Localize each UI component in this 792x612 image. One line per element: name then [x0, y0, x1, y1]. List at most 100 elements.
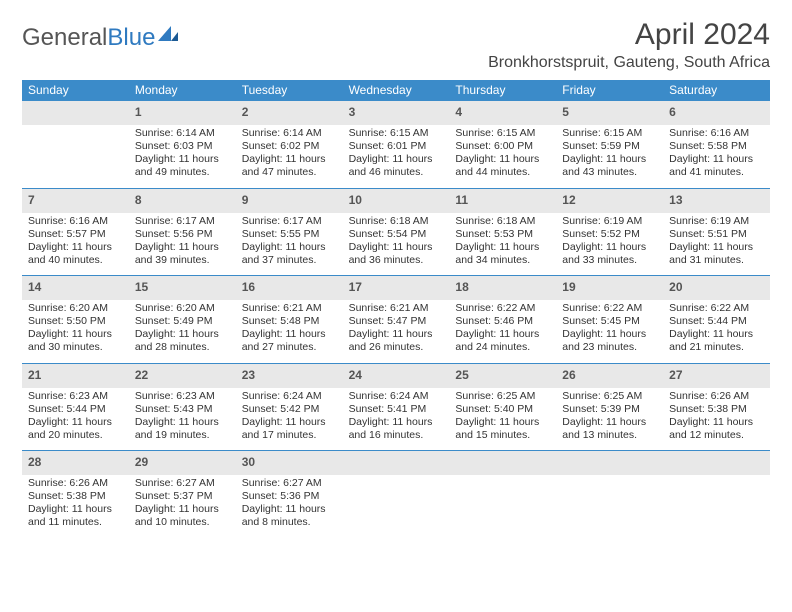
day-number-cell: 7	[22, 188, 129, 213]
logo-text-1: General	[22, 24, 107, 52]
daylight-line: Daylight: 11 hours and 19 minutes.	[135, 416, 230, 442]
sunrise-line: Sunrise: 6:15 AM	[562, 127, 657, 140]
day-number: 13	[669, 193, 682, 207]
week-daynum-row: 123456	[22, 100, 770, 125]
day-number-cell	[22, 100, 129, 125]
sunrise-line: Sunrise: 6:20 AM	[135, 302, 230, 315]
sunset-line: Sunset: 5:49 PM	[135, 315, 230, 328]
day-number: 6	[669, 105, 676, 119]
day-detail-cell: Sunrise: 6:21 AMSunset: 5:48 PMDaylight:…	[236, 300, 343, 363]
day-detail-cell: Sunrise: 6:20 AMSunset: 5:49 PMDaylight:…	[129, 300, 236, 363]
daylight-line: Daylight: 11 hours and 21 minutes.	[669, 328, 764, 354]
day-detail-cell: Sunrise: 6:14 AMSunset: 6:02 PMDaylight:…	[236, 125, 343, 188]
sunrise-line: Sunrise: 6:21 AM	[242, 302, 337, 315]
weekday-tuesday: Tuesday	[236, 80, 343, 100]
sunset-line: Sunset: 5:58 PM	[669, 140, 764, 153]
daylight-line: Daylight: 11 hours and 8 minutes.	[242, 503, 337, 529]
week-daynum-row: 14151617181920	[22, 275, 770, 300]
week-daynum-row: 282930	[22, 450, 770, 475]
sunset-line: Sunset: 6:00 PM	[455, 140, 550, 153]
day-number-cell: 26	[556, 363, 663, 388]
day-detail-cell: Sunrise: 6:19 AMSunset: 5:51 PMDaylight:…	[663, 213, 770, 276]
day-number-cell: 15	[129, 275, 236, 300]
day-detail-cell: Sunrise: 6:14 AMSunset: 6:03 PMDaylight:…	[129, 125, 236, 188]
day-number-cell: 28	[22, 450, 129, 475]
sunrise-line: Sunrise: 6:19 AM	[669, 215, 764, 228]
day-detail-cell	[22, 125, 129, 188]
daylight-line: Daylight: 11 hours and 27 minutes.	[242, 328, 337, 354]
day-detail-cell: Sunrise: 6:26 AMSunset: 5:38 PMDaylight:…	[663, 388, 770, 451]
sunset-line: Sunset: 5:44 PM	[669, 315, 764, 328]
sunset-line: Sunset: 5:39 PM	[562, 403, 657, 416]
weekday-wednesday: Wednesday	[343, 80, 450, 100]
sunrise-line: Sunrise: 6:17 AM	[135, 215, 230, 228]
daylight-line: Daylight: 11 hours and 40 minutes.	[28, 241, 123, 267]
week-text-row: Sunrise: 6:23 AMSunset: 5:44 PMDaylight:…	[22, 388, 770, 451]
day-detail-cell: Sunrise: 6:18 AMSunset: 5:54 PMDaylight:…	[343, 213, 450, 276]
daylight-line: Daylight: 11 hours and 34 minutes.	[455, 241, 550, 267]
day-number-cell: 14	[22, 275, 129, 300]
daylight-line: Daylight: 11 hours and 13 minutes.	[562, 416, 657, 442]
sunset-line: Sunset: 5:51 PM	[669, 228, 764, 241]
sunset-line: Sunset: 5:46 PM	[455, 315, 550, 328]
day-number-cell	[449, 450, 556, 475]
daylight-line: Daylight: 11 hours and 31 minutes.	[669, 241, 764, 267]
day-detail-cell: Sunrise: 6:25 AMSunset: 5:40 PMDaylight:…	[449, 388, 556, 451]
day-detail-cell: Sunrise: 6:23 AMSunset: 5:43 PMDaylight:…	[129, 388, 236, 451]
sunrise-line: Sunrise: 6:25 AM	[455, 390, 550, 403]
day-number: 10	[349, 193, 362, 207]
day-number: 23	[242, 368, 255, 382]
day-number-cell	[556, 450, 663, 475]
daylight-line: Daylight: 11 hours and 49 minutes.	[135, 153, 230, 179]
sunset-line: Sunset: 5:53 PM	[455, 228, 550, 241]
day-number-cell: 27	[663, 363, 770, 388]
sunset-line: Sunset: 5:54 PM	[349, 228, 444, 241]
sunset-line: Sunset: 5:59 PM	[562, 140, 657, 153]
sunrise-line: Sunrise: 6:18 AM	[349, 215, 444, 228]
sunrise-line: Sunrise: 6:27 AM	[135, 477, 230, 490]
sunrise-line: Sunrise: 6:23 AM	[28, 390, 123, 403]
sunset-line: Sunset: 5:37 PM	[135, 490, 230, 503]
day-number-cell: 17	[343, 275, 450, 300]
sunset-line: Sunset: 5:47 PM	[349, 315, 444, 328]
sunset-line: Sunset: 6:03 PM	[135, 140, 230, 153]
day-number-cell: 30	[236, 450, 343, 475]
daylight-line: Daylight: 11 hours and 26 minutes.	[349, 328, 444, 354]
daylight-line: Daylight: 11 hours and 39 minutes.	[135, 241, 230, 267]
sunrise-line: Sunrise: 6:24 AM	[242, 390, 337, 403]
daylight-line: Daylight: 11 hours and 37 minutes.	[242, 241, 337, 267]
day-detail-cell: Sunrise: 6:17 AMSunset: 5:55 PMDaylight:…	[236, 213, 343, 276]
day-detail-cell: Sunrise: 6:24 AMSunset: 5:41 PMDaylight:…	[343, 388, 450, 451]
daylight-line: Daylight: 11 hours and 41 minutes.	[669, 153, 764, 179]
location: Bronkhorstspruit, Gauteng, South Africa	[488, 54, 770, 72]
sunrise-line: Sunrise: 6:21 AM	[349, 302, 444, 315]
sunset-line: Sunset: 5:50 PM	[28, 315, 123, 328]
daylight-line: Daylight: 11 hours and 30 minutes.	[28, 328, 123, 354]
sunset-line: Sunset: 5:38 PM	[28, 490, 123, 503]
sunrise-line: Sunrise: 6:20 AM	[28, 302, 123, 315]
week-text-row: Sunrise: 6:16 AMSunset: 5:57 PMDaylight:…	[22, 213, 770, 276]
day-number-cell: 8	[129, 188, 236, 213]
day-number: 11	[455, 193, 468, 207]
day-number-cell: 12	[556, 188, 663, 213]
sunset-line: Sunset: 5:56 PM	[135, 228, 230, 241]
sunrise-line: Sunrise: 6:25 AM	[562, 390, 657, 403]
sunrise-line: Sunrise: 6:23 AM	[135, 390, 230, 403]
sunrise-line: Sunrise: 6:15 AM	[455, 127, 550, 140]
day-detail-cell: Sunrise: 6:27 AMSunset: 5:36 PMDaylight:…	[236, 475, 343, 538]
day-number-cell: 23	[236, 363, 343, 388]
day-number-cell: 25	[449, 363, 556, 388]
day-detail-cell: Sunrise: 6:20 AMSunset: 5:50 PMDaylight:…	[22, 300, 129, 363]
weekday-sunday: Sunday	[22, 80, 129, 100]
day-number-cell: 18	[449, 275, 556, 300]
day-detail-cell: Sunrise: 6:15 AMSunset: 5:59 PMDaylight:…	[556, 125, 663, 188]
sunset-line: Sunset: 5:42 PM	[242, 403, 337, 416]
day-number: 15	[135, 280, 148, 294]
daylight-line: Daylight: 11 hours and 47 minutes.	[242, 153, 337, 179]
day-detail-cell: Sunrise: 6:15 AMSunset: 6:00 PMDaylight:…	[449, 125, 556, 188]
daylight-line: Daylight: 11 hours and 17 minutes.	[242, 416, 337, 442]
week-text-row: Sunrise: 6:20 AMSunset: 5:50 PMDaylight:…	[22, 300, 770, 363]
sunrise-line: Sunrise: 6:17 AM	[242, 215, 337, 228]
day-number-cell: 24	[343, 363, 450, 388]
sunrise-line: Sunrise: 6:22 AM	[562, 302, 657, 315]
